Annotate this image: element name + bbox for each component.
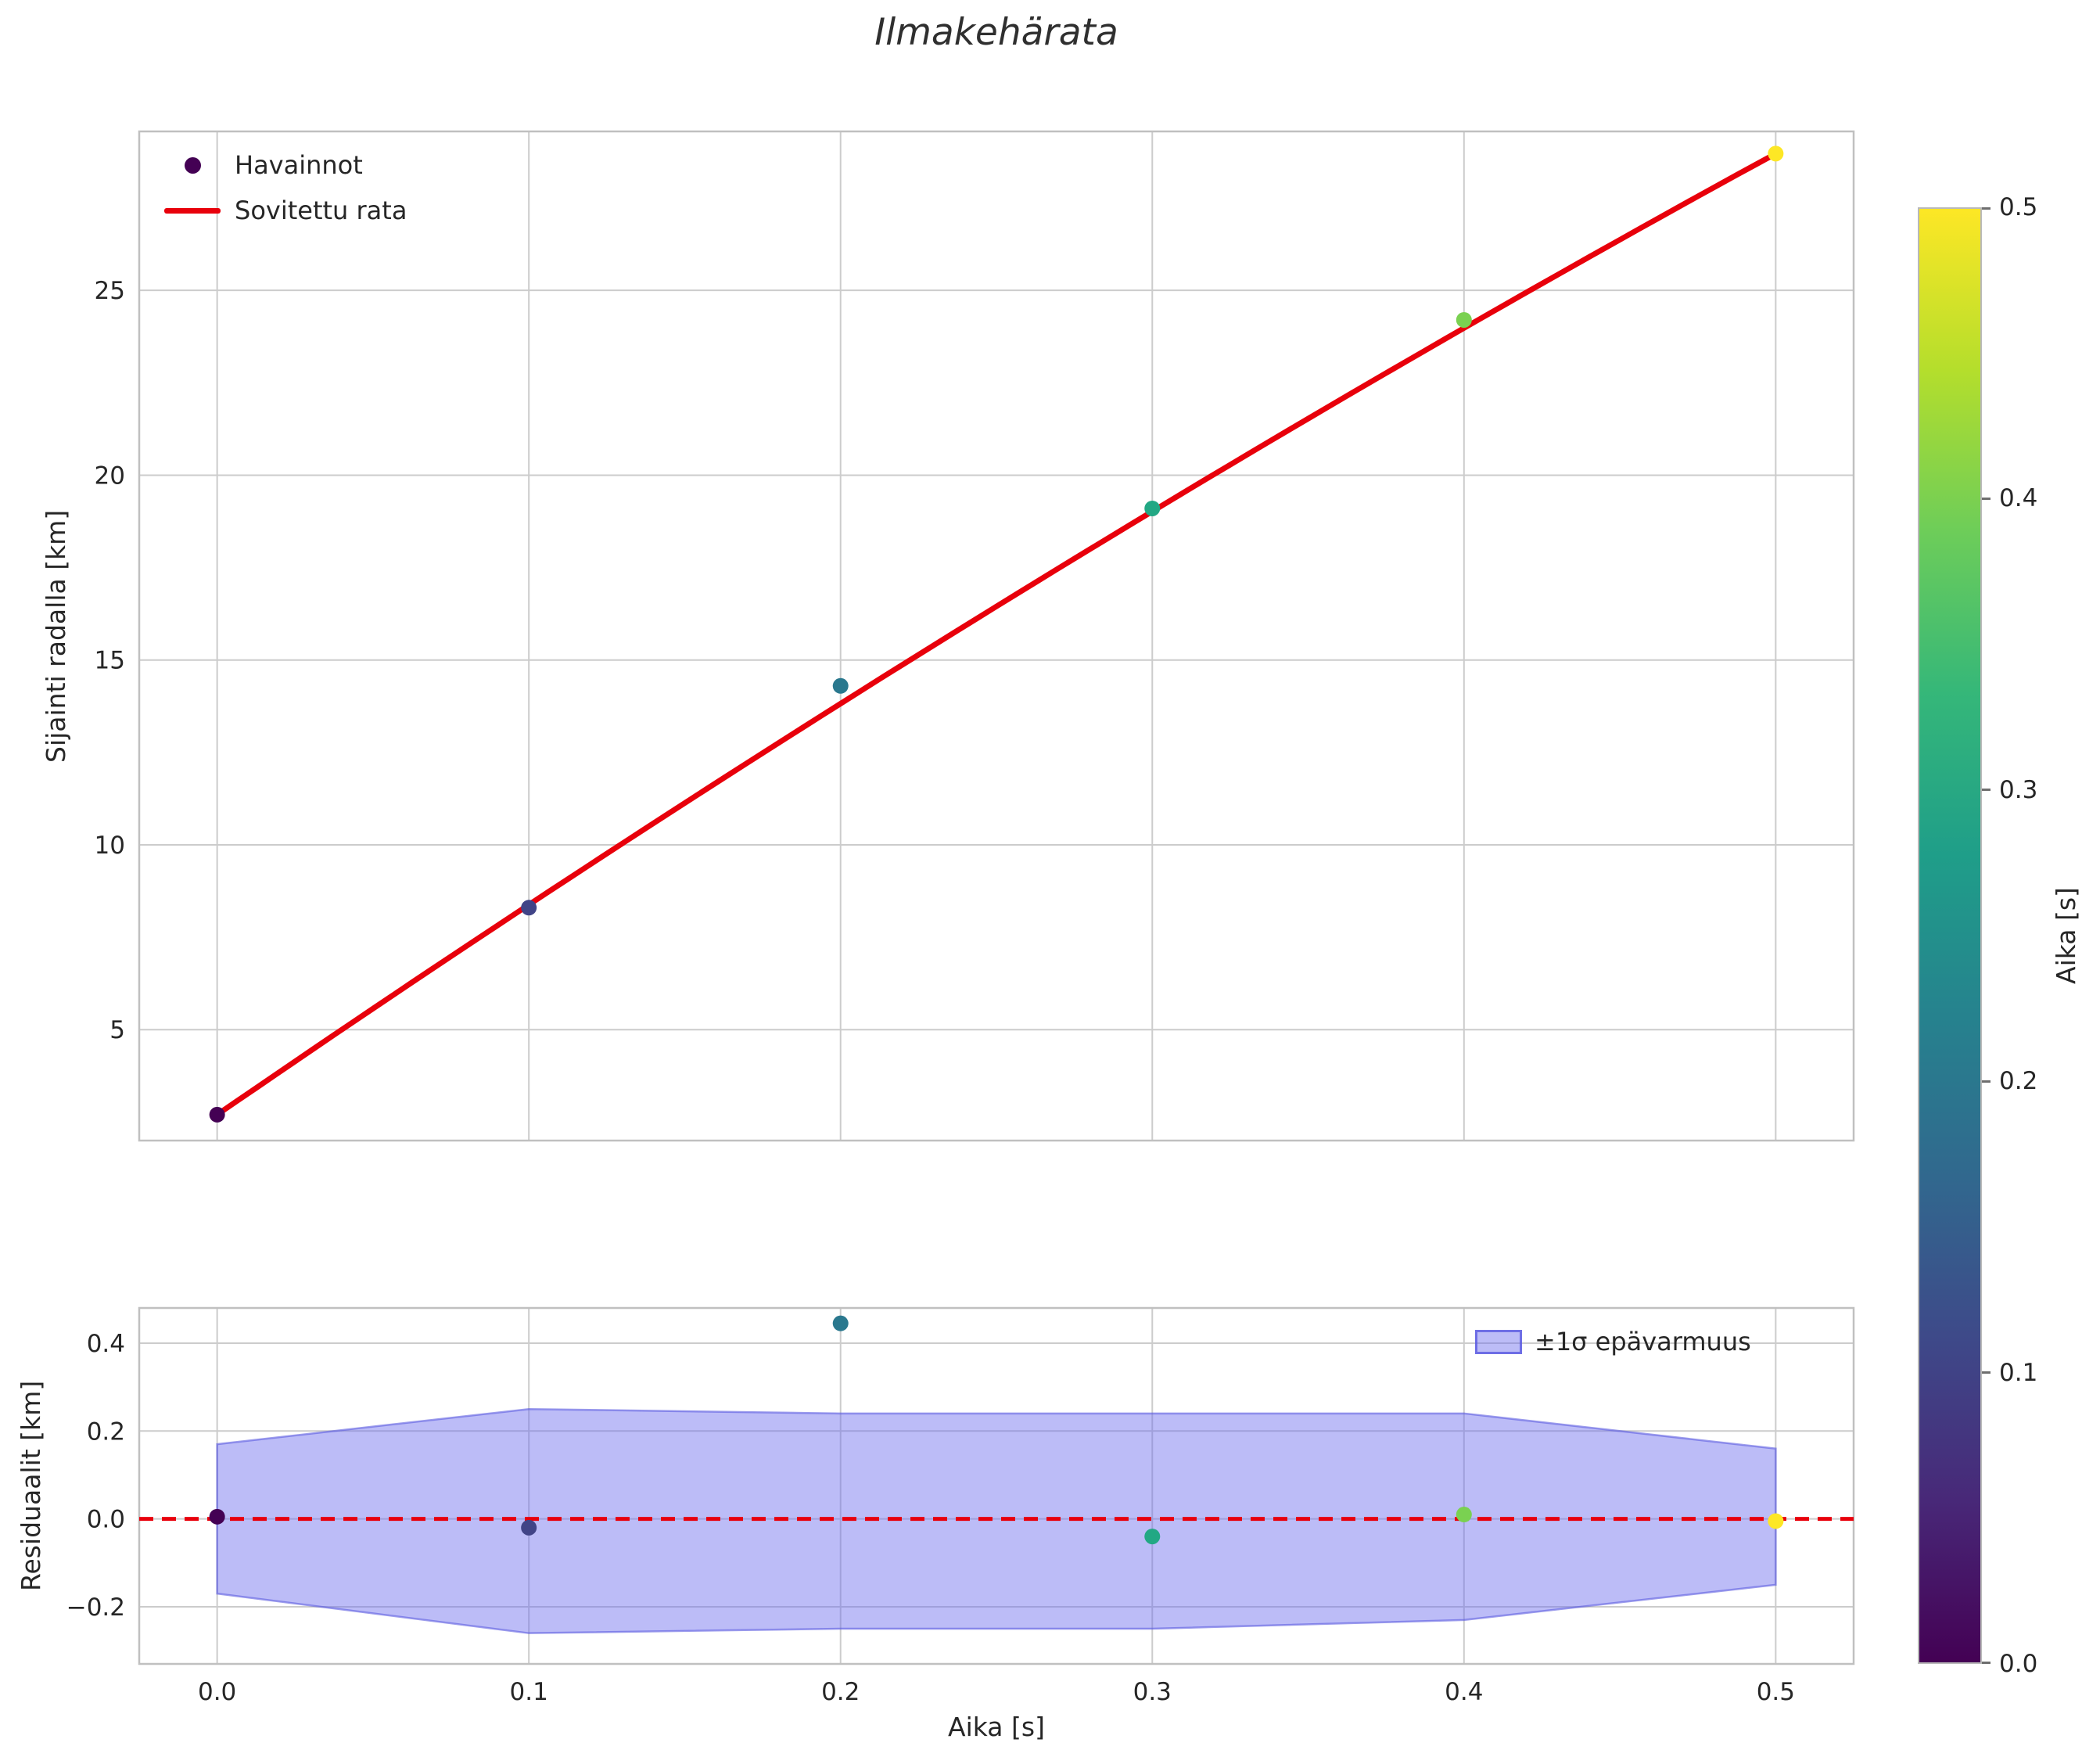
- main-y-axis-label: Sijainti radalla [km]: [41, 509, 71, 763]
- colorbar-tick: [1982, 1371, 1991, 1374]
- residual-ytick-label: −0.2: [66, 1594, 125, 1622]
- colorbar-tick-label: 0.5: [1999, 193, 2038, 221]
- uncertainty-band-swatch-icon: [1475, 1329, 1522, 1354]
- colorbar-tick: [1982, 207, 1991, 210]
- main-ytick-label: 25: [95, 277, 125, 305]
- residual-xtick-label: 0.3: [1133, 1678, 1172, 1706]
- residual-point: [1144, 1529, 1161, 1545]
- colorbar-tick-label: 0.3: [1999, 775, 2038, 804]
- colorbar-tick: [1982, 789, 1991, 792]
- residual-point: [209, 1508, 225, 1525]
- residual-legend: ±1σ epävarmuus: [1475, 1327, 1751, 1356]
- residual-point: [1768, 1513, 1784, 1529]
- main-ytick-label: 5: [109, 1016, 125, 1044]
- legend-item-sovitettu-rata: Sovitettu rata: [163, 192, 407, 228]
- residual-point: [1456, 1507, 1472, 1523]
- legend-label-uncertainty: ±1σ epävarmuus: [1535, 1327, 1751, 1356]
- observation-point: [1144, 500, 1161, 516]
- observation-point: [1768, 146, 1784, 162]
- line-marker-icon: [164, 207, 221, 214]
- main-ytick-label: 15: [95, 647, 125, 675]
- colorbar-tick-label: 0.4: [1999, 484, 2038, 513]
- colorbar-gradient: [1918, 207, 1982, 1664]
- legend-marker-box: [163, 156, 222, 174]
- uncertainty-band: [216, 1407, 1777, 1634]
- residual-point: [832, 1315, 849, 1331]
- residual-ytick-label: 0.2: [87, 1417, 125, 1446]
- observation-point: [832, 677, 849, 694]
- residual-xtick-label: 0.4: [1445, 1678, 1483, 1706]
- main-ytick-label: 10: [95, 832, 125, 860]
- colorbar-tick: [1982, 1080, 1991, 1083]
- residual-xtick-label: 0.2: [821, 1678, 860, 1706]
- observation-point: [521, 900, 537, 916]
- colorbar-tick: [1982, 497, 1991, 500]
- legend-label-sovitettu-rata: Sovitettu rata: [235, 196, 407, 225]
- residual-ytick-label: 0.0: [87, 1506, 125, 1534]
- colorbar-label: Aika [s]: [2051, 887, 2081, 984]
- colorbar-tick-label: 0.2: [1999, 1067, 2038, 1096]
- colorbar-tick-label: 0.0: [1999, 1650, 2038, 1678]
- observation-point: [1456, 311, 1472, 328]
- fitted-curve: [214, 150, 1779, 1118]
- legend-label-havainnot: Havainnot: [235, 150, 363, 180]
- main-ytick-label: 20: [95, 462, 125, 490]
- observation-point: [209, 1106, 225, 1123]
- residual-y-axis-label: Residuaalit [km]: [16, 1380, 46, 1592]
- residual-ytick-label: 0.4: [87, 1330, 125, 1358]
- colorbar: 0.0 0.1 0.2 0.3 0.4 0.5: [1918, 193, 2100, 1678]
- residual-xtick-label: 0.0: [198, 1678, 236, 1706]
- figure-title: Ilmakehärata: [874, 11, 1118, 54]
- legend-marker-box: [163, 207, 222, 214]
- colorbar-tick-label: 0.1: [1999, 1358, 2038, 1387]
- residual-xtick-label: 0.5: [1757, 1678, 1795, 1706]
- main-axes-border: [138, 130, 1855, 1142]
- colorbar-tick: [1982, 1662, 1991, 1664]
- colorbar-ticks: 0.0 0.1 0.2 0.3 0.4 0.5: [1918, 193, 2100, 1678]
- main-legend: Havainnot Sovitettu rata: [163, 147, 407, 228]
- legend-item-havainnot: Havainnot: [163, 147, 407, 183]
- residual-point: [521, 1519, 537, 1536]
- scatter-marker-icon: [184, 156, 201, 174]
- residual-axes-border: [138, 1306, 1855, 1665]
- x-axis-label: Aika [s]: [948, 1712, 1045, 1742]
- residual-xtick-label: 0.1: [510, 1678, 548, 1706]
